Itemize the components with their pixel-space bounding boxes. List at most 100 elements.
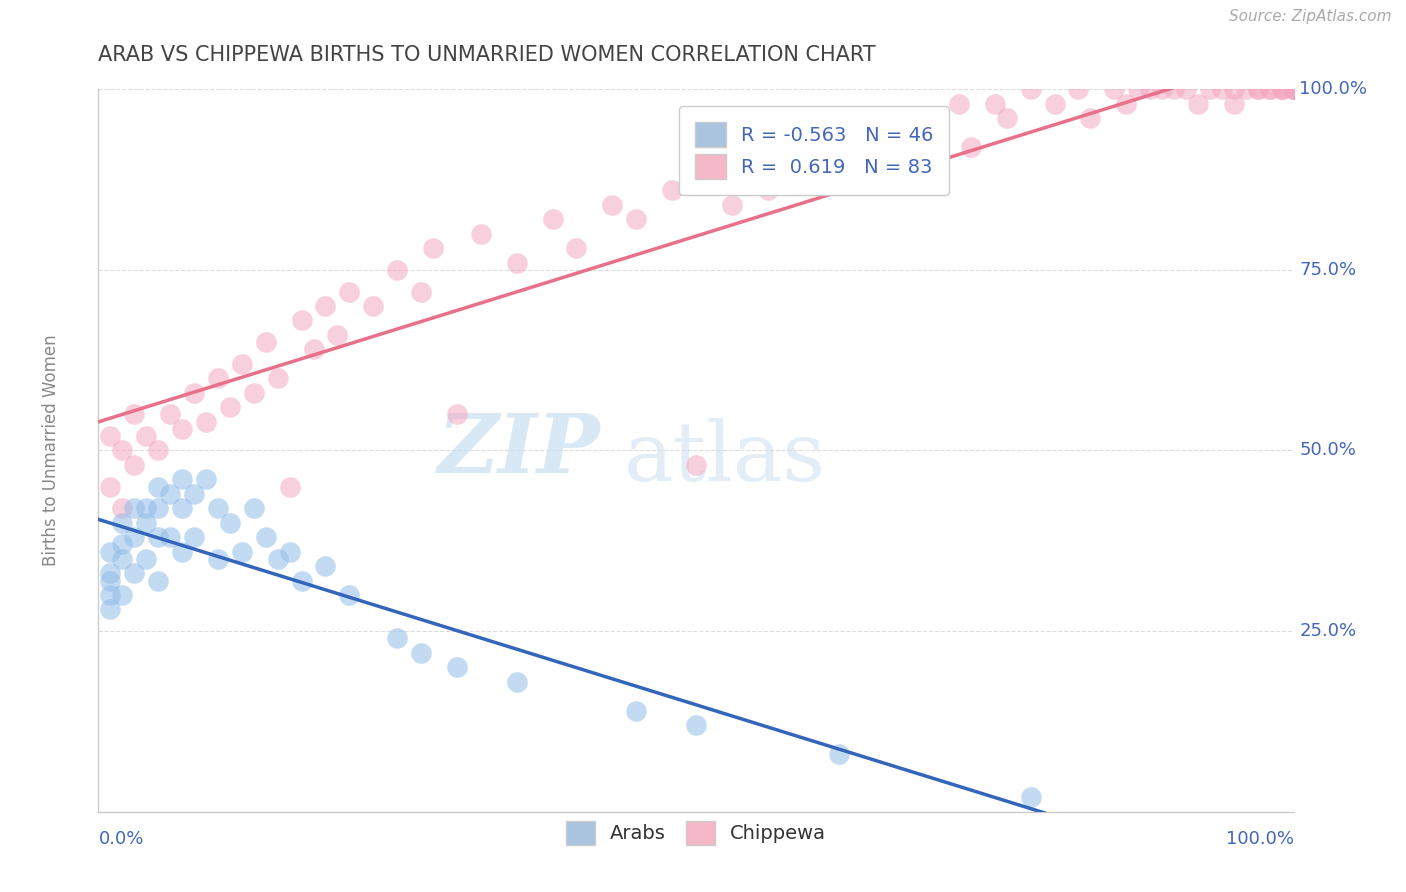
Point bbox=[339, 588, 361, 602]
Point bbox=[1043, 96, 1066, 111]
Text: 100.0%: 100.0% bbox=[1299, 80, 1368, 98]
Point bbox=[1247, 82, 1270, 96]
Point bbox=[948, 96, 970, 111]
Point bbox=[159, 407, 181, 421]
Point bbox=[278, 480, 301, 494]
Point bbox=[1271, 82, 1294, 96]
Point bbox=[148, 443, 170, 458]
Text: 25.0%: 25.0% bbox=[1299, 622, 1357, 640]
Point bbox=[1019, 82, 1042, 96]
Point bbox=[98, 429, 122, 443]
Point bbox=[995, 111, 1018, 125]
Point bbox=[254, 530, 277, 544]
Point bbox=[1223, 96, 1246, 111]
Point bbox=[111, 537, 134, 551]
Point bbox=[219, 516, 242, 530]
Point bbox=[1282, 82, 1305, 96]
Point bbox=[135, 429, 157, 443]
Point bbox=[626, 212, 648, 227]
Point bbox=[960, 140, 983, 154]
Point bbox=[1104, 82, 1126, 96]
Point bbox=[1271, 82, 1294, 96]
Point bbox=[98, 588, 122, 602]
Point bbox=[111, 501, 134, 516]
Point bbox=[98, 544, 122, 558]
Point bbox=[876, 111, 898, 125]
Point bbox=[148, 480, 170, 494]
Point bbox=[172, 501, 194, 516]
Point bbox=[172, 422, 194, 436]
Point bbox=[326, 327, 349, 342]
Point bbox=[756, 183, 779, 197]
Text: 100.0%: 100.0% bbox=[1226, 830, 1294, 847]
Point bbox=[111, 588, 134, 602]
Point bbox=[111, 443, 134, 458]
Point bbox=[1258, 82, 1281, 96]
Legend: Arabs, Chippewa: Arabs, Chippewa bbox=[558, 814, 834, 853]
Point bbox=[111, 551, 134, 566]
Point bbox=[254, 334, 277, 349]
Text: 75.0%: 75.0% bbox=[1299, 260, 1357, 279]
Point bbox=[1234, 82, 1257, 96]
Point bbox=[148, 530, 170, 544]
Point bbox=[219, 400, 242, 414]
Point bbox=[124, 566, 146, 581]
Point bbox=[231, 544, 253, 558]
Point bbox=[278, 544, 301, 558]
Point bbox=[183, 385, 205, 400]
Point bbox=[385, 632, 409, 646]
Text: Births to Unmarried Women: Births to Unmarried Women bbox=[42, 334, 59, 566]
Point bbox=[984, 96, 1007, 111]
Point bbox=[207, 501, 229, 516]
Point bbox=[148, 574, 170, 588]
Point bbox=[470, 227, 492, 241]
Point bbox=[1258, 82, 1281, 96]
Point bbox=[780, 140, 803, 154]
Point bbox=[1019, 790, 1042, 805]
Point bbox=[195, 415, 218, 429]
Point bbox=[900, 126, 922, 140]
Point bbox=[315, 299, 337, 313]
Point bbox=[124, 501, 146, 516]
Point bbox=[267, 371, 290, 385]
Point bbox=[1128, 82, 1150, 96]
Point bbox=[195, 472, 218, 486]
Point bbox=[1211, 82, 1233, 96]
Point bbox=[207, 371, 229, 385]
Point bbox=[243, 501, 266, 516]
Point bbox=[1187, 96, 1209, 111]
Point bbox=[291, 574, 314, 588]
Point bbox=[135, 551, 157, 566]
Point bbox=[98, 602, 122, 616]
Point bbox=[159, 530, 181, 544]
Point bbox=[709, 169, 731, 183]
Point bbox=[183, 530, 205, 544]
Point bbox=[148, 501, 170, 516]
Point bbox=[446, 660, 468, 674]
Point bbox=[315, 559, 337, 574]
Point bbox=[1282, 82, 1305, 96]
Point bbox=[1067, 82, 1090, 96]
Point bbox=[1282, 82, 1305, 96]
Point bbox=[721, 198, 744, 212]
Point bbox=[172, 544, 194, 558]
Text: ARAB VS CHIPPEWA BIRTHS TO UNMARRIED WOMEN CORRELATION CHART: ARAB VS CHIPPEWA BIRTHS TO UNMARRIED WOM… bbox=[98, 45, 876, 64]
Point bbox=[1223, 82, 1246, 96]
Point bbox=[626, 704, 648, 718]
Point bbox=[183, 487, 205, 501]
Point bbox=[243, 385, 266, 400]
Point bbox=[1282, 82, 1305, 96]
Point bbox=[506, 255, 529, 269]
Point bbox=[1247, 82, 1270, 96]
Point bbox=[685, 458, 707, 472]
Point bbox=[1282, 82, 1305, 96]
Point bbox=[565, 241, 588, 255]
Point bbox=[745, 154, 768, 169]
Point bbox=[267, 551, 290, 566]
Point bbox=[411, 646, 433, 660]
Point bbox=[159, 487, 181, 501]
Point bbox=[98, 566, 122, 581]
Point bbox=[446, 407, 468, 421]
Point bbox=[541, 212, 564, 227]
Point bbox=[1115, 96, 1137, 111]
